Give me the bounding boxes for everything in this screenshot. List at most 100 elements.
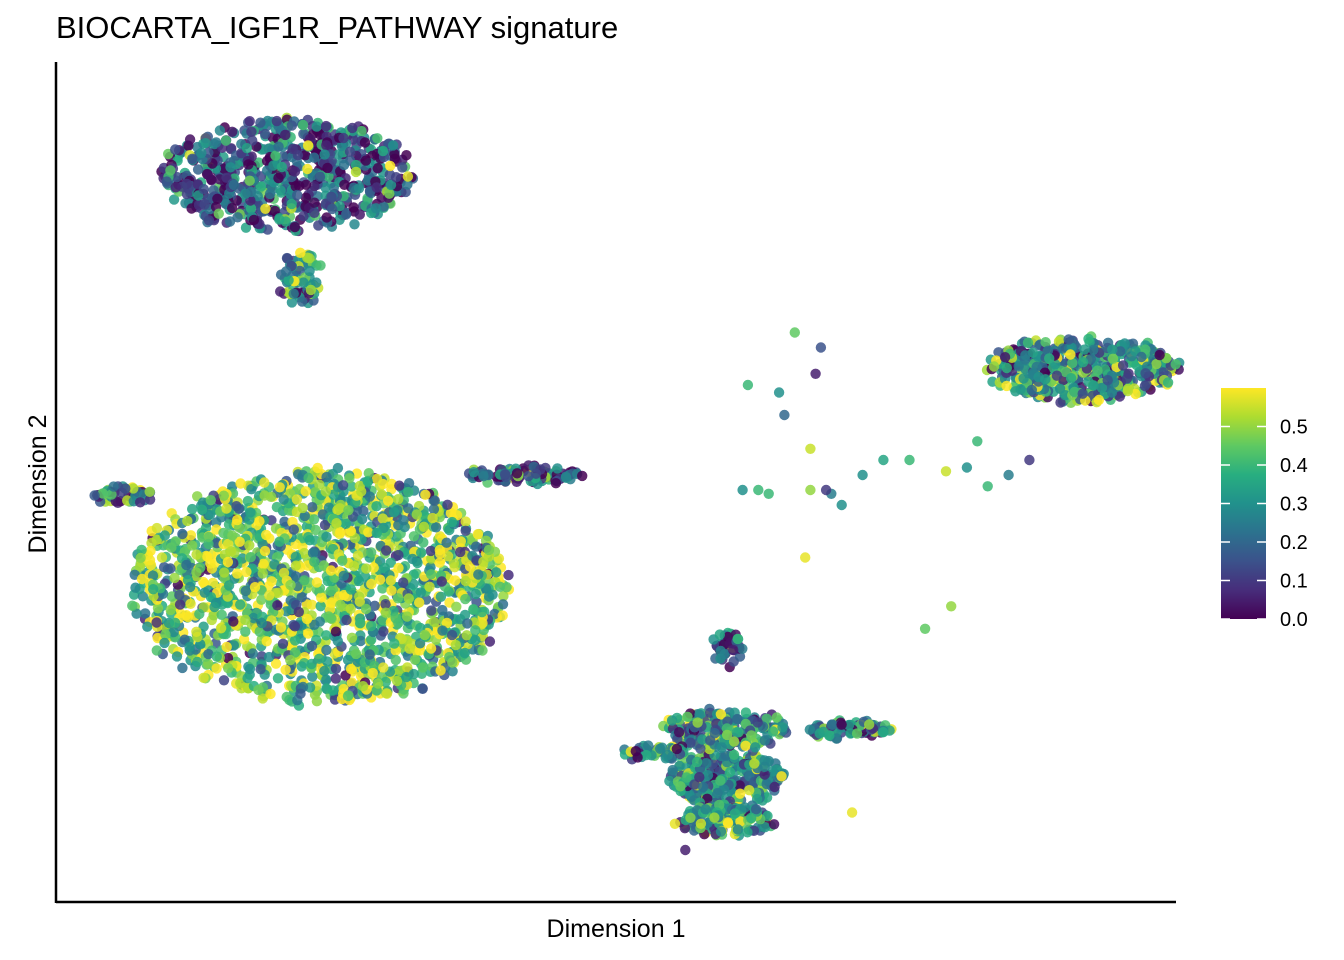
cluster-8-point [666, 715, 678, 726]
cluster-2-point [446, 629, 458, 641]
cluster-5-point [1026, 384, 1038, 396]
cluster-0-point [327, 203, 338, 215]
cluster-2-point [322, 656, 333, 667]
cluster-2-point [393, 549, 404, 561]
cluster-2-point [418, 521, 430, 532]
cluster-2-point [232, 568, 243, 579]
cluster-9-point [641, 749, 652, 761]
cluster-2-point [295, 688, 306, 699]
cluster-2-point [350, 648, 362, 660]
cluster-7-point [767, 766, 778, 777]
cluster-3-point [120, 483, 131, 494]
cluster-0-point [187, 153, 198, 164]
cluster-2-point [314, 653, 325, 664]
cluster-2-point [363, 527, 374, 538]
cluster-2-point [441, 617, 453, 629]
cluster-2-point [428, 616, 440, 628]
cluster-2-point [307, 671, 318, 682]
cluster-1-point [304, 253, 315, 264]
cluster-0-point [326, 191, 337, 203]
cluster-2-point [325, 585, 336, 597]
outlier-point [846, 807, 858, 818]
cluster-0-point [297, 119, 309, 131]
cluster-2-point [442, 499, 453, 510]
cluster-5-point [1114, 391, 1126, 402]
cluster-2-point [419, 629, 430, 641]
cluster-10-point [826, 719, 838, 730]
cluster-0-point [298, 211, 309, 222]
cluster-6-point [732, 633, 743, 645]
cluster-2-point [374, 574, 386, 585]
cluster-11-point [722, 818, 734, 829]
cluster-2-point [275, 622, 287, 633]
cluster-2-point [381, 688, 393, 699]
cluster-2-point [235, 478, 246, 489]
cluster-8-point [750, 742, 761, 753]
cluster-8-point [771, 712, 782, 723]
cluster-7-point [712, 787, 723, 799]
cluster-2-point [418, 537, 429, 548]
cluster-6-point [737, 643, 748, 654]
cluster-5-point [1117, 360, 1129, 371]
cluster-0-point [387, 140, 399, 151]
cluster-0-point [309, 197, 320, 208]
cluster-0-point [359, 137, 371, 148]
cluster-2-point [345, 663, 357, 675]
cluster-2-point [364, 491, 375, 502]
cluster-2-point [151, 617, 162, 628]
cluster-2-point [140, 608, 151, 619]
outlier-point [1003, 469, 1014, 481]
cluster-7-point [759, 761, 770, 772]
cluster-1-point [315, 260, 326, 271]
cluster-2-point [211, 651, 222, 662]
cluster-2-point [248, 612, 259, 624]
cluster-10-point [836, 719, 847, 730]
cluster-2-point [321, 674, 332, 685]
cluster-2-point [227, 530, 238, 541]
cluster-2-point [425, 643, 437, 654]
cluster-2-point [301, 613, 313, 625]
cluster-2-point [306, 640, 318, 652]
cluster-2-point [385, 575, 396, 586]
cluster-2-point [221, 641, 232, 653]
outlier-point [695, 818, 707, 829]
cluster-2-point [165, 563, 176, 574]
cluster-2-point [426, 605, 437, 616]
cluster-2-point [134, 561, 146, 572]
cluster-2-point [371, 527, 382, 539]
cluster-2-point [403, 503, 414, 514]
cluster-2-point [408, 531, 420, 542]
cluster-2-point [338, 589, 350, 601]
cluster-2-point [226, 546, 237, 557]
cluster-2-point [338, 570, 349, 581]
cluster-8-point [752, 717, 763, 728]
cluster-2-point [146, 537, 157, 549]
cluster-2-point [461, 630, 472, 641]
cluster-2-point [130, 582, 141, 593]
cluster-0-point [255, 181, 267, 192]
cluster-2-point [207, 577, 219, 589]
cluster-0-point [294, 180, 305, 192]
points-layer [89, 112, 1185, 856]
cluster-2-point [240, 614, 251, 626]
cluster-8-point [695, 743, 706, 754]
cluster-2-point [160, 629, 171, 640]
cluster-0-point [402, 171, 414, 182]
cluster-8-point [732, 713, 743, 725]
cluster-5-point [1106, 387, 1118, 398]
cluster-2-point [218, 490, 229, 501]
cluster-2-point [257, 568, 268, 579]
cluster-0-point [273, 172, 284, 184]
cluster-2-point [477, 645, 488, 656]
cluster-2-point [177, 528, 188, 540]
cluster-2-point [330, 626, 342, 637]
cluster-2-point [403, 593, 414, 604]
cluster-7-point [697, 781, 709, 793]
cluster-2-point [311, 577, 323, 588]
cluster-2-point [364, 649, 375, 660]
cluster-7-point [664, 775, 675, 787]
cluster-4-point [577, 470, 588, 482]
cluster-2-point [255, 664, 266, 675]
cluster-2-point [335, 599, 346, 611]
cluster-2-point [327, 685, 338, 696]
